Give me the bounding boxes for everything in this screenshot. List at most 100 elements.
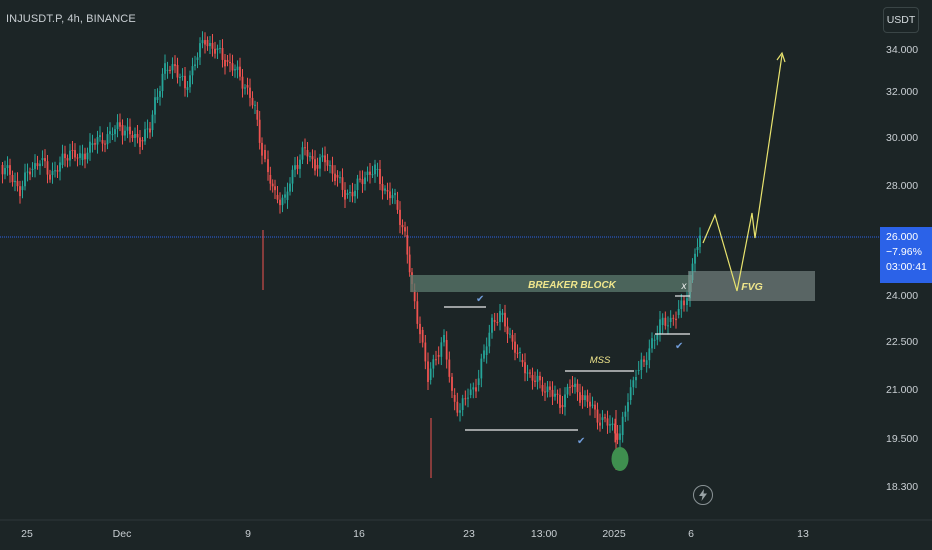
candle-body xyxy=(74,150,76,158)
candle-body xyxy=(369,171,371,175)
price-tick-30: 30.000 xyxy=(886,132,918,144)
candle-body xyxy=(324,155,326,163)
candle-body xyxy=(114,129,116,135)
candle-body xyxy=(339,177,341,179)
candle-body xyxy=(316,165,319,169)
candle-body xyxy=(24,172,26,187)
candle-body xyxy=(694,253,696,264)
candle-body xyxy=(554,393,556,397)
candle-body xyxy=(41,158,44,160)
candle-body xyxy=(579,392,581,403)
candle-body xyxy=(196,57,199,60)
candle-body xyxy=(571,385,574,387)
candle-body xyxy=(371,174,374,176)
candle-body xyxy=(49,174,51,180)
candle-body xyxy=(19,186,21,197)
candle-body xyxy=(472,387,475,390)
candle-body xyxy=(566,386,569,395)
candle-body xyxy=(424,342,427,362)
candle-body xyxy=(346,193,349,195)
candle-body xyxy=(86,152,89,160)
candle-body xyxy=(149,128,151,133)
candle-body xyxy=(551,390,554,397)
candle-body xyxy=(443,334,445,343)
price-tick-22-5: 22.500 xyxy=(886,336,918,348)
fvg-zone xyxy=(688,271,815,301)
candle-body xyxy=(536,375,539,382)
candle-body xyxy=(9,165,11,175)
candle-body xyxy=(514,341,516,353)
candle-body xyxy=(226,60,229,62)
candle-body xyxy=(419,323,421,335)
candle-body xyxy=(379,168,381,184)
last-price-change: −7.96% xyxy=(886,246,922,258)
candle-body xyxy=(344,189,346,200)
candle-body xyxy=(159,91,161,97)
candle-body xyxy=(136,134,139,138)
candle-body xyxy=(619,433,621,440)
candle-body xyxy=(374,164,376,175)
currency-selector[interactable]: USDT xyxy=(883,7,919,33)
candle-body xyxy=(286,191,289,200)
candle-body xyxy=(36,163,39,167)
candle-body xyxy=(659,319,661,335)
candle-body xyxy=(4,168,6,175)
candle-body xyxy=(509,333,511,335)
candle-body xyxy=(184,75,186,89)
candle-body xyxy=(499,310,501,323)
candle-body xyxy=(643,359,645,362)
candle-body xyxy=(254,104,256,106)
candle-body xyxy=(396,200,399,210)
candle-body xyxy=(526,372,529,374)
candle-body xyxy=(683,300,685,306)
candle-body xyxy=(194,64,196,67)
candle-body xyxy=(71,150,74,151)
candle-body xyxy=(366,171,369,175)
candle-body xyxy=(154,97,156,115)
candle-body xyxy=(46,161,49,175)
candle-body xyxy=(672,317,675,319)
candle-body xyxy=(574,383,576,387)
candle-body xyxy=(61,153,64,165)
candle-body xyxy=(569,386,571,388)
candle-body xyxy=(648,348,651,361)
candle-body xyxy=(653,339,656,341)
candle-body xyxy=(604,417,606,419)
candle-body xyxy=(541,385,544,392)
candle-body xyxy=(1,165,4,175)
mss-label: MSS xyxy=(590,355,611,366)
candle-body xyxy=(589,401,591,407)
candle-body xyxy=(429,368,432,380)
candle-body xyxy=(256,110,259,120)
candle-body xyxy=(221,47,224,60)
price-tick-18-3: 18.300 xyxy=(886,481,918,493)
candle-body xyxy=(493,320,496,322)
candle-body xyxy=(336,175,339,178)
candle-body xyxy=(144,129,146,142)
symbol-title[interactable]: INJUSDT.P, 4h, BINANCE xyxy=(6,13,136,25)
candle-body xyxy=(54,170,56,172)
x-mark-label: x xyxy=(681,281,688,292)
candle-body xyxy=(64,153,66,159)
candle-body xyxy=(667,325,669,327)
candle-body xyxy=(66,158,69,161)
candle-body xyxy=(349,191,351,194)
price-tick-32: 32.000 xyxy=(886,86,918,98)
candle-body xyxy=(477,378,480,385)
candle-body xyxy=(206,40,209,47)
candle-body xyxy=(246,85,249,88)
candle-body xyxy=(445,340,448,360)
candle-body xyxy=(408,254,411,273)
candle-body xyxy=(99,135,101,138)
candle-body xyxy=(381,183,384,191)
candle-body xyxy=(264,150,266,160)
candle-body xyxy=(624,411,627,417)
candle-body xyxy=(632,380,635,388)
candle-body xyxy=(435,359,437,361)
candle-body xyxy=(354,190,356,197)
candle-body xyxy=(364,177,366,185)
lightning-icon[interactable] xyxy=(693,485,713,505)
candle-body xyxy=(134,134,136,138)
candle-body xyxy=(696,246,699,250)
